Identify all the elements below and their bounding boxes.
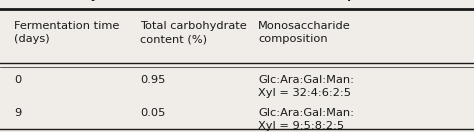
Text: Monosaccharide
composition: Monosaccharide composition [258, 21, 351, 44]
Text: 9: 9 [14, 108, 21, 118]
Text: 0.95: 0.95 [140, 75, 165, 85]
Text: 0: 0 [14, 75, 21, 85]
Text: 0.05: 0.05 [140, 108, 165, 118]
Text: Total carbohydrate content and monosaccharide composition: Total carbohydrate content and monosacch… [14, 0, 399, 1]
Text: Glc:Ara:Gal:Man:
Xyl = 32:4:6:2:5: Glc:Ara:Gal:Man: Xyl = 32:4:6:2:5 [258, 75, 355, 98]
Text: Total carbohydrate
content (%): Total carbohydrate content (%) [140, 21, 246, 44]
Text: Glc:Ara:Gal:Man:
Xyl = 9:5:8:2:5: Glc:Ara:Gal:Man: Xyl = 9:5:8:2:5 [258, 108, 355, 131]
Text: Fermentation time
(days): Fermentation time (days) [14, 21, 119, 44]
